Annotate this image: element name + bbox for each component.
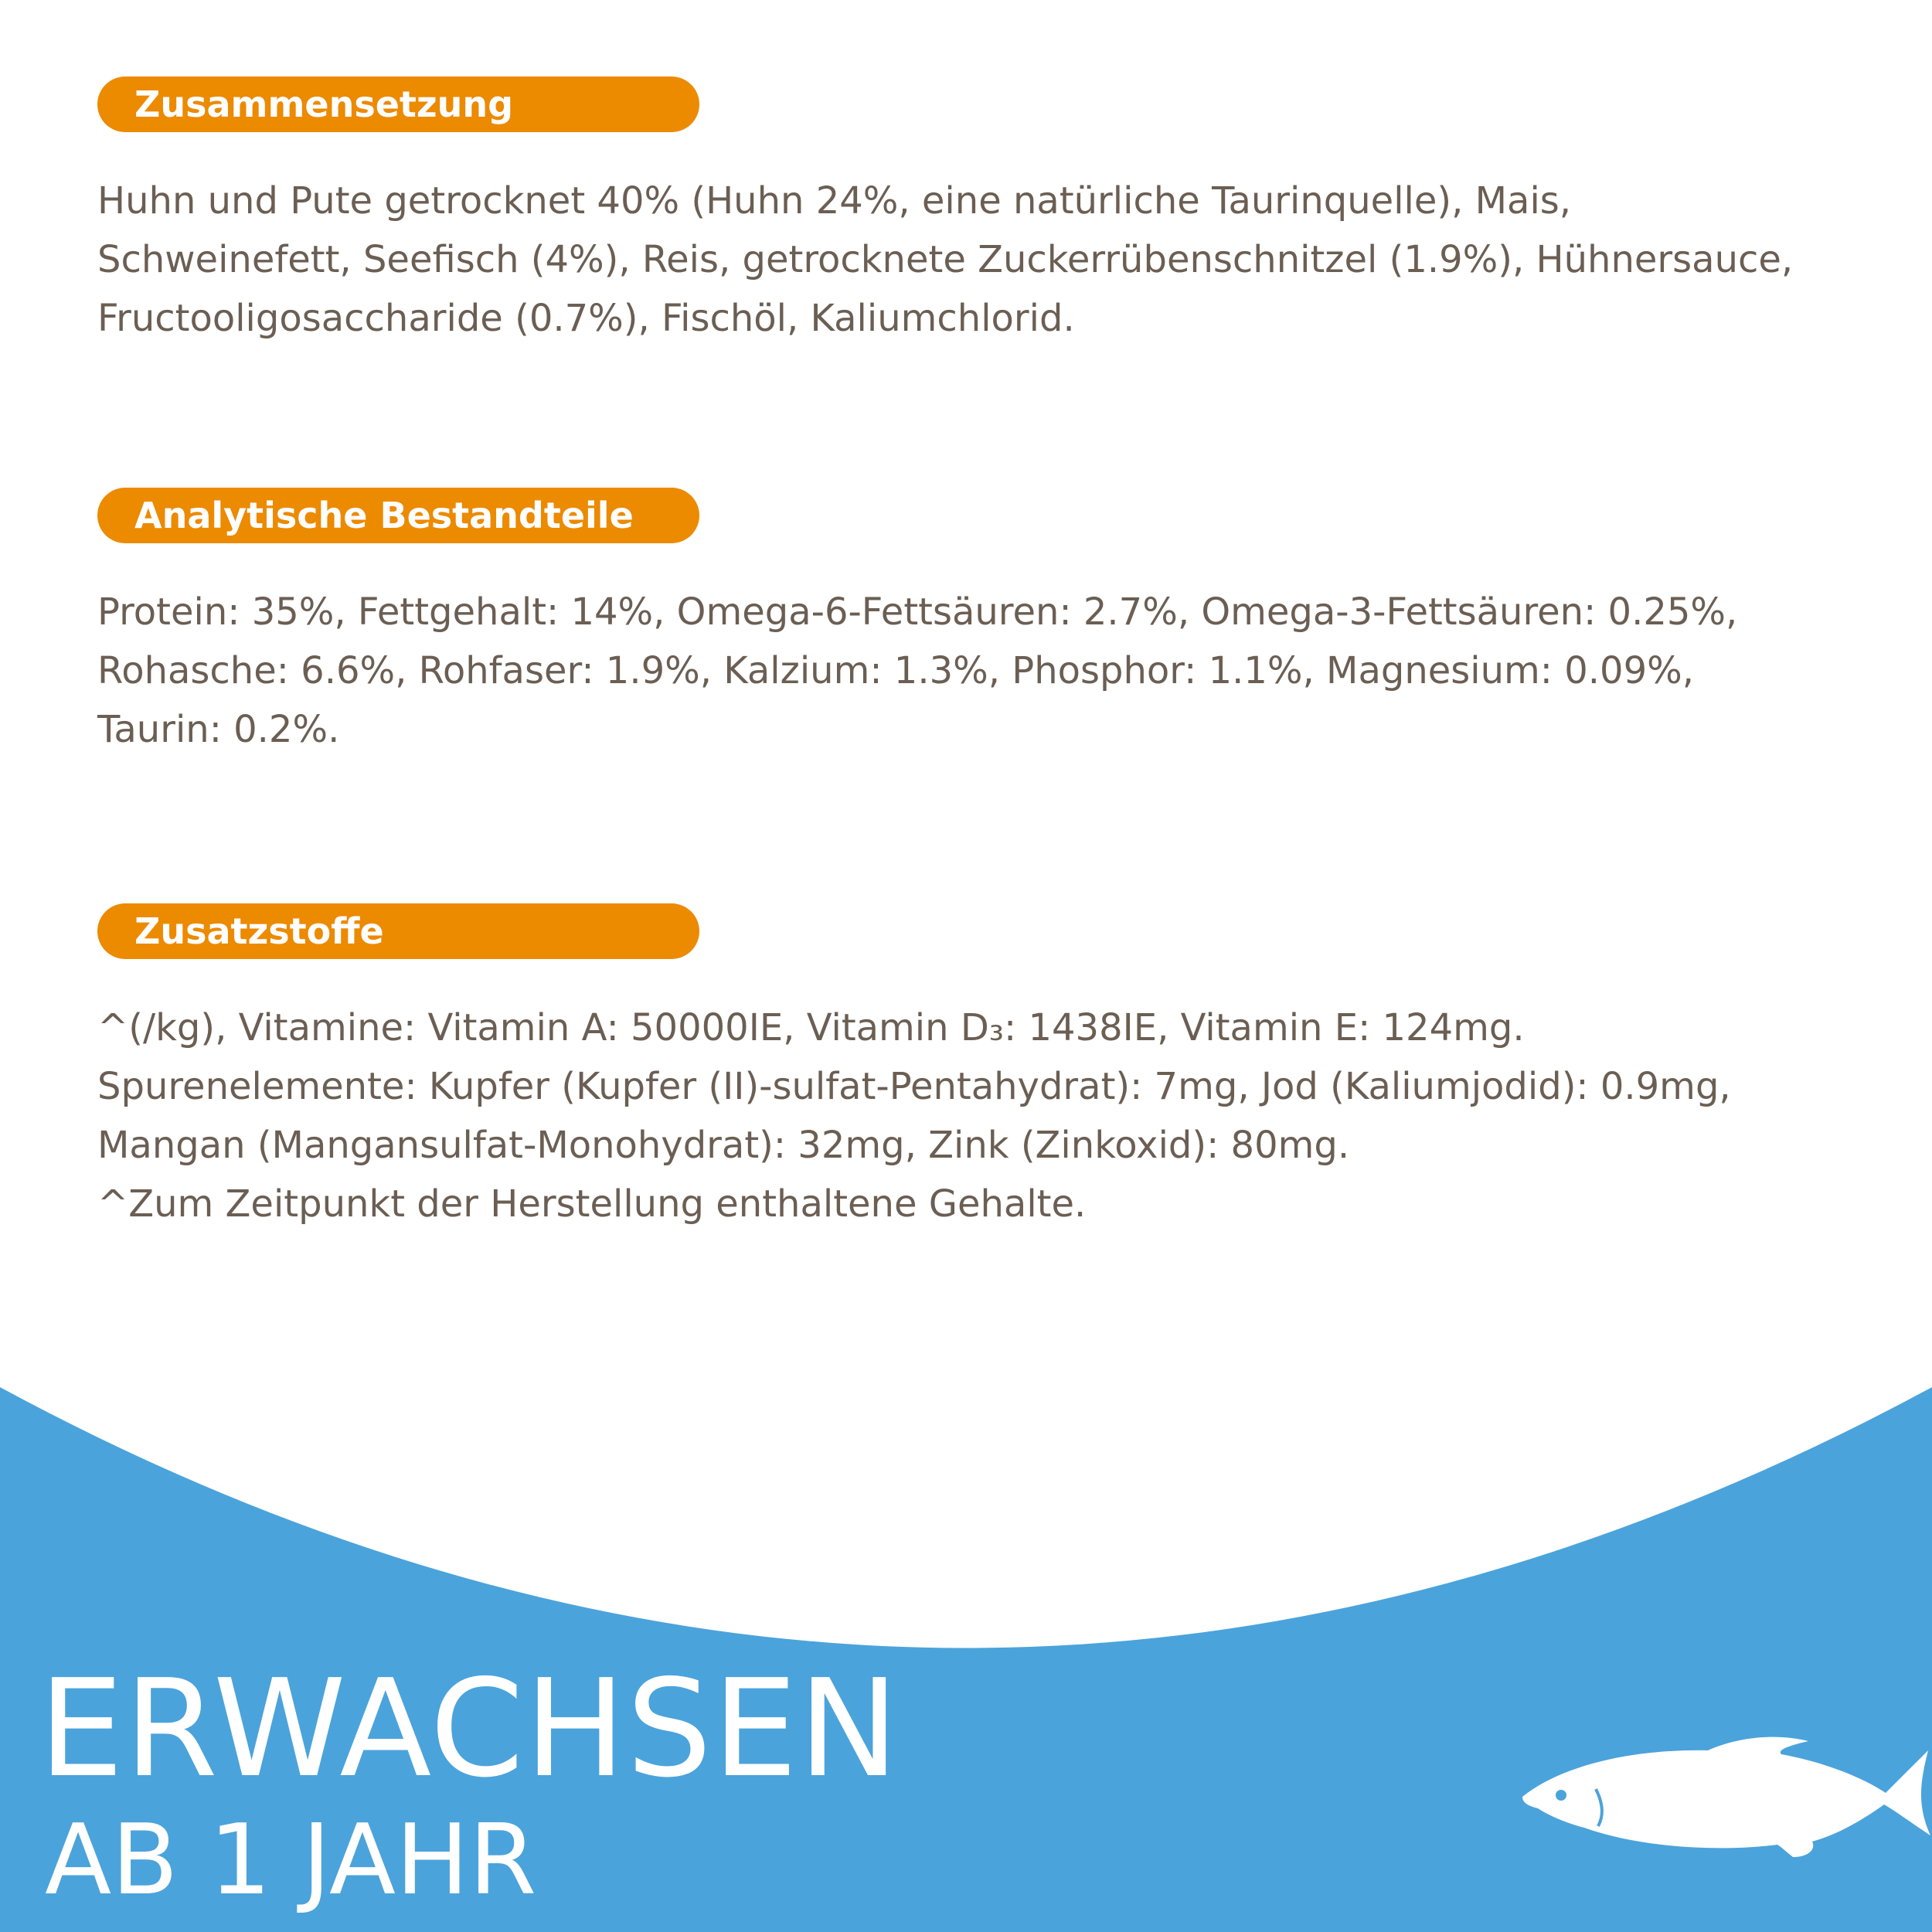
footer-subtitle: AB 1 JAHR [45, 1803, 537, 1917]
text-line: Fructooligosaccharide (0.7%), Fischöl, K… [97, 297, 1075, 340]
section-heading: Zusatzstoffe [134, 910, 384, 952]
section-body: ^(/kg), Vitamine: Vitamin A: 50000IE, Vi… [97, 998, 1731, 1233]
section-body: Protein: 35%, Fettgehalt: 14%, Omega-6-F… [97, 583, 1737, 759]
section-heading: Zusammensetzung [134, 83, 514, 125]
section-heading-pill: Analytische Bestandteile [97, 488, 699, 543]
text-line: Taurin: 0.2%. [97, 708, 340, 751]
fish-icon [1522, 1736, 1930, 1857]
section-heading-pill: Zusammensetzung [97, 77, 699, 132]
text-line: Schweinefett, Seefisch (4%), Reis, getro… [97, 238, 1794, 281]
section-heading: Analytische Bestandteile [134, 495, 634, 536]
section-heading-pill: Zusatzstoffe [97, 903, 699, 959]
footer-title: ERWACHSEN [39, 1651, 900, 1808]
text-line: Protein: 35%, Fettgehalt: 14%, Omega-6-F… [97, 590, 1738, 634]
text-line: ^(/kg), Vitamine: Vitamin A: 50000IE, Vi… [97, 1006, 1525, 1049]
text-line: Spurenelemente: Kupfer (Kupfer (II)-sulf… [97, 1065, 1731, 1108]
text-line: Huhn und Pute getrocknet 40% (Huhn 24%, … [97, 179, 1572, 223]
text-line: ^Zum Zeitpunkt der Herstellung enthalten… [97, 1182, 1087, 1226]
section-body: Huhn und Pute getrocknet 40% (Huhn 24%, … [97, 172, 1793, 348]
text-line: Rohasche: 6.6%, Rohfaser: 1.9%, Kalzium:… [97, 649, 1694, 692]
text-line: Mangan (Mangansulfat-Monohydrat): 32mg, … [97, 1124, 1350, 1167]
